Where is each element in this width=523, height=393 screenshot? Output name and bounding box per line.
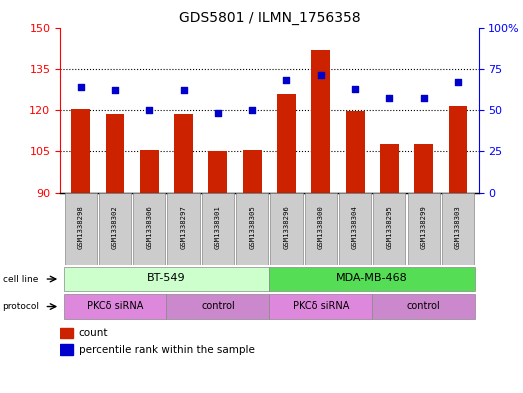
Point — [351, 85, 359, 92]
Bar — [243, 150, 262, 193]
Text: GSM1338298: GSM1338298 — [78, 206, 84, 249]
Point — [385, 95, 394, 102]
FancyBboxPatch shape — [99, 193, 131, 264]
FancyBboxPatch shape — [202, 193, 234, 264]
Text: GSM1338303: GSM1338303 — [455, 206, 461, 249]
Text: GSM1338306: GSM1338306 — [146, 206, 152, 249]
FancyBboxPatch shape — [64, 294, 166, 319]
Text: percentile rank within the sample: percentile rank within the sample — [79, 345, 255, 355]
Bar — [346, 112, 365, 193]
FancyBboxPatch shape — [442, 193, 474, 264]
Bar — [60, 344, 73, 355]
FancyBboxPatch shape — [236, 193, 268, 264]
Text: protocol: protocol — [3, 302, 40, 311]
Point — [248, 107, 256, 113]
Text: GSM1338300: GSM1338300 — [318, 206, 324, 249]
Text: GSM1338302: GSM1338302 — [112, 206, 118, 249]
FancyBboxPatch shape — [339, 193, 371, 264]
FancyBboxPatch shape — [407, 193, 440, 264]
Bar — [140, 150, 159, 193]
Text: MDA-MB-468: MDA-MB-468 — [336, 274, 408, 283]
Bar — [106, 114, 124, 193]
FancyBboxPatch shape — [64, 266, 269, 292]
Bar — [60, 328, 73, 338]
Text: PKCδ siRNA: PKCδ siRNA — [292, 301, 349, 311]
Bar — [311, 50, 330, 193]
Bar — [174, 114, 193, 193]
Text: GSM1338305: GSM1338305 — [249, 206, 255, 249]
Point — [282, 77, 291, 83]
FancyBboxPatch shape — [167, 193, 200, 264]
Text: control: control — [201, 301, 235, 311]
Point — [179, 87, 188, 94]
FancyBboxPatch shape — [372, 294, 475, 319]
Text: GSM1338304: GSM1338304 — [352, 206, 358, 249]
Text: GSM1338295: GSM1338295 — [386, 206, 392, 249]
Bar — [209, 151, 228, 193]
Text: PKCδ siRNA: PKCδ siRNA — [87, 301, 143, 311]
Point — [76, 84, 85, 90]
Bar — [414, 144, 433, 193]
FancyBboxPatch shape — [305, 193, 337, 264]
Bar — [380, 144, 399, 193]
Point — [316, 72, 325, 79]
Text: GSM1338297: GSM1338297 — [180, 206, 187, 249]
Text: control: control — [407, 301, 440, 311]
Point — [454, 79, 462, 85]
FancyBboxPatch shape — [65, 193, 97, 264]
FancyBboxPatch shape — [269, 294, 372, 319]
Point — [419, 95, 428, 102]
Text: cell line: cell line — [3, 275, 38, 283]
Text: GSM1338301: GSM1338301 — [215, 206, 221, 249]
FancyBboxPatch shape — [270, 193, 303, 264]
FancyBboxPatch shape — [133, 193, 165, 264]
FancyBboxPatch shape — [373, 193, 405, 264]
FancyBboxPatch shape — [269, 266, 475, 292]
Bar — [449, 106, 468, 193]
Title: GDS5801 / ILMN_1756358: GDS5801 / ILMN_1756358 — [178, 11, 360, 25]
Bar — [277, 94, 296, 193]
Point — [111, 87, 119, 94]
Point — [145, 107, 153, 113]
Text: GSM1338296: GSM1338296 — [283, 206, 290, 249]
Text: count: count — [79, 328, 108, 338]
Bar — [71, 110, 90, 193]
Text: BT-549: BT-549 — [147, 274, 186, 283]
Text: GSM1338299: GSM1338299 — [420, 206, 427, 249]
Point — [214, 110, 222, 116]
FancyBboxPatch shape — [166, 294, 269, 319]
